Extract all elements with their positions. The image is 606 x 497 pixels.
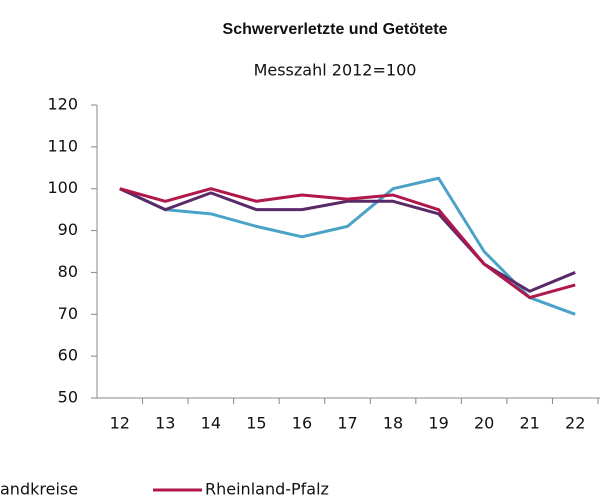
y-tick-label: 60 bbox=[58, 346, 78, 365]
y-tick-label: 90 bbox=[58, 220, 78, 239]
chart-subtitle: Messzahl 2012=100 bbox=[254, 61, 417, 80]
y-tick-label: 80 bbox=[58, 262, 78, 281]
y-tick-label: 70 bbox=[58, 304, 78, 323]
x-tick-label: 18 bbox=[383, 414, 403, 433]
x-tick-label: 14 bbox=[201, 414, 221, 433]
y-tick-label: 50 bbox=[58, 388, 78, 407]
x-tick-label: 13 bbox=[155, 414, 175, 433]
y-tick-label: 110 bbox=[47, 136, 78, 155]
x-tick-label: 20 bbox=[474, 414, 494, 433]
series-line bbox=[119, 176, 576, 316]
x-tick-label: 17 bbox=[337, 414, 357, 433]
series-line bbox=[119, 187, 576, 300]
legend-label: andkreise bbox=[0, 480, 78, 497]
x-tick-label: 15 bbox=[246, 414, 266, 433]
x-tick-label: 12 bbox=[110, 414, 130, 433]
x-tick-label: 21 bbox=[520, 414, 540, 433]
series-line bbox=[119, 187, 576, 293]
y-tick-label: 120 bbox=[47, 95, 78, 114]
chart-title: Schwerverletzte und Getötete bbox=[223, 21, 448, 38]
y-tick-label: 100 bbox=[47, 178, 78, 197]
x-tick-label: 19 bbox=[428, 414, 448, 433]
legend-label: Rheinland-Pfalz bbox=[205, 480, 329, 497]
x-tick-label: 22 bbox=[565, 414, 585, 433]
x-tick-label: 16 bbox=[292, 414, 312, 433]
